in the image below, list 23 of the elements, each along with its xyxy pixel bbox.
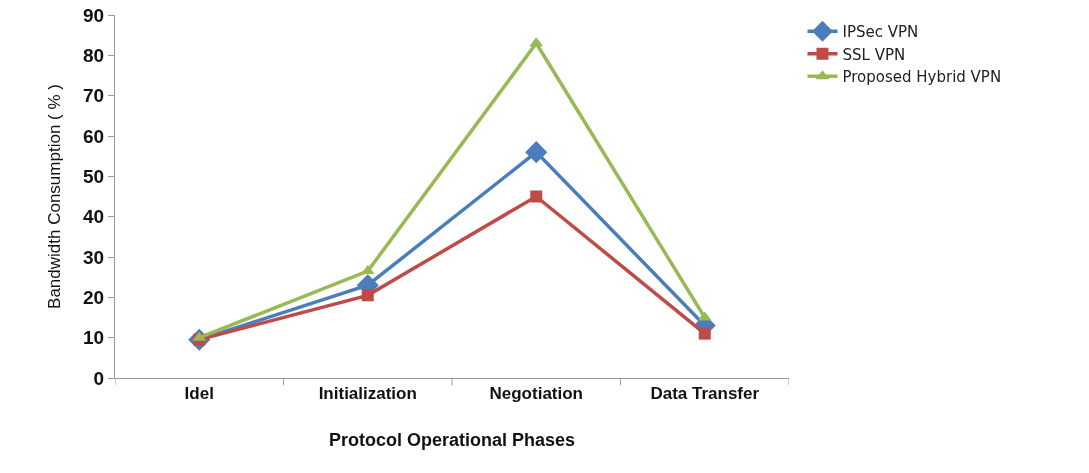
point [525,141,548,164]
point [530,190,543,203]
y-tick-label: 90 [83,4,105,26]
y-axis-title: Bandwidth Consumption ( % ) [44,84,64,309]
point [698,327,711,340]
y-tick-label: 80 [83,44,105,66]
y-tick-label: 60 [83,125,105,147]
y-tick-label: 0 [93,367,105,389]
x-tick-label: Data Transfer [650,384,760,404]
y-tick-label: 20 [83,286,105,308]
legend-label: IPSec VPN [842,23,919,42]
y-tick-label: 30 [83,246,105,268]
y-tick-label: 70 [83,85,105,107]
point [361,289,374,302]
y-tick-label: 50 [83,165,105,187]
x-tick-label: Initialization [318,384,417,404]
legend-label: Proposed Hybrid VPN [842,68,1002,87]
x-tick-label: Idel [184,384,214,404]
y-tick-label: 40 [83,206,105,228]
x-tick-label: Negotiation [489,384,583,404]
y-tick-label: 10 [83,327,105,349]
legend-label: SSL VPN [842,45,906,64]
x-axis-title: Protocol Operational Phases [328,429,576,450]
